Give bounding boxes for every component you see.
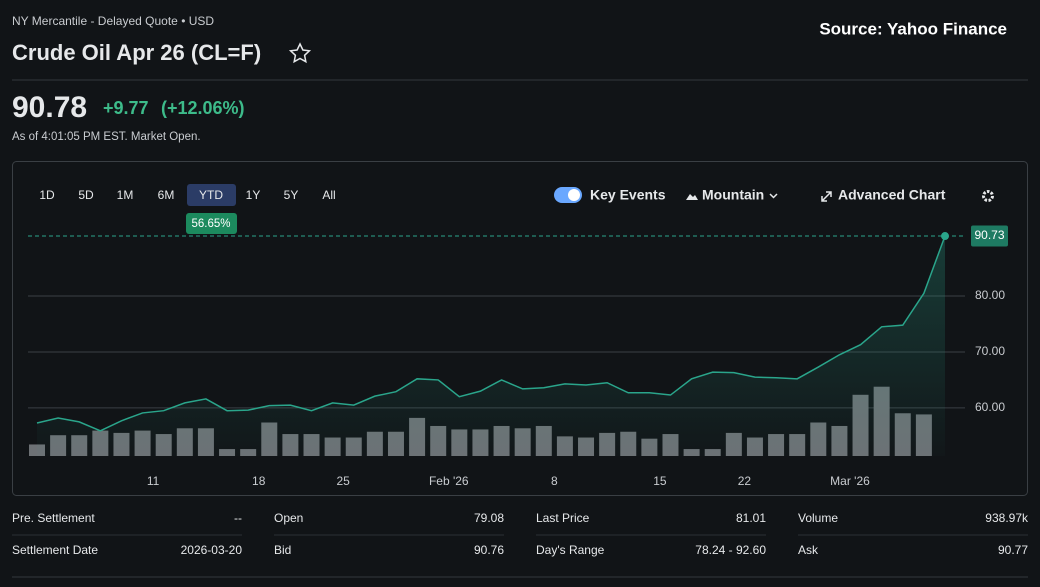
stat-value: --	[234, 511, 242, 525]
x-tick-label: Mar '26	[830, 474, 870, 488]
stat-label: Settlement Date	[12, 543, 98, 557]
stat-value: 78.24 - 92.60	[695, 543, 766, 557]
range-button[interactable]: 1Y	[246, 188, 261, 202]
change-pct: (+12.06%)	[161, 98, 245, 118]
x-tick-label: 18	[252, 474, 266, 488]
mountain-icon	[686, 194, 698, 200]
stat-label: Pre. Settlement	[12, 511, 95, 525]
last-price-badge	[971, 225, 1008, 247]
star-icon[interactable]	[288, 42, 312, 64]
y-tick-label: 80.00	[975, 288, 1005, 302]
range-button[interactable]: 1M	[117, 188, 134, 202]
x-tick-label: 8	[551, 474, 558, 488]
advanced-chart[interactable]: Advanced Chart	[838, 187, 946, 203]
stat-label: Last Price	[536, 511, 590, 525]
price: 90.78	[12, 91, 87, 124]
stat-label: Day's Range	[536, 543, 605, 557]
price-line	[36, 235, 946, 432]
stat-value: 90.77	[998, 543, 1028, 557]
stat-value: 79.08	[474, 511, 504, 525]
stat-value: 938.97k	[985, 511, 1029, 525]
range-selected	[187, 184, 236, 206]
range-button[interactable]: YTD	[199, 188, 223, 202]
y-tick-label: 60.00	[975, 400, 1005, 414]
range-button[interactable]: 1D	[39, 188, 55, 202]
title: Crude Oil Apr 26 (CL=F)	[12, 40, 261, 65]
chart-panel	[12, 161, 1028, 496]
range-button[interactable]: 5Y	[284, 188, 299, 202]
x-tick-label: 11	[147, 474, 160, 488]
exchange: NY Mercantile - Delayed Quote • USD	[12, 14, 214, 28]
expand-icon	[821, 191, 832, 202]
x-tick-label: 25	[337, 474, 351, 488]
last-point	[941, 232, 949, 241]
stat-label: Open	[274, 511, 303, 525]
y-tick-label: 70.00	[975, 344, 1005, 358]
stat-value: 81.01	[736, 511, 766, 525]
x-tick-label: Feb '26	[429, 474, 469, 488]
range-change-badge	[186, 213, 237, 234]
toggle-knob	[568, 189, 580, 201]
key-events[interactable]: Key Events	[590, 187, 666, 203]
range-button[interactable]: 5D	[78, 188, 94, 202]
stat-label: Ask	[798, 543, 819, 557]
chevron	[769, 193, 778, 199]
stat-label: Volume	[798, 511, 838, 525]
stat-label: Bid	[274, 543, 291, 557]
stat-value: 2026-03-20	[181, 543, 243, 557]
range-button[interactable]: All	[322, 188, 335, 202]
x-tick-label: 15	[653, 474, 667, 488]
source: Source: Yahoo Finance	[819, 19, 1007, 38]
price-area	[37, 236, 945, 456]
x-tick-label: 22	[738, 474, 752, 488]
last-price-label: 90.73	[974, 228, 1004, 242]
settings-icon[interactable]	[982, 190, 994, 202]
range-change: 56.65%	[191, 218, 230, 230]
chart-style[interactable]: Mountain	[702, 187, 764, 203]
stat-value: 90.76	[474, 543, 504, 557]
change: +9.77	[103, 98, 149, 118]
range-button[interactable]: 6M	[158, 188, 175, 202]
as-of: As of 4:01:05 PM EST. Market Open.	[12, 131, 201, 143]
